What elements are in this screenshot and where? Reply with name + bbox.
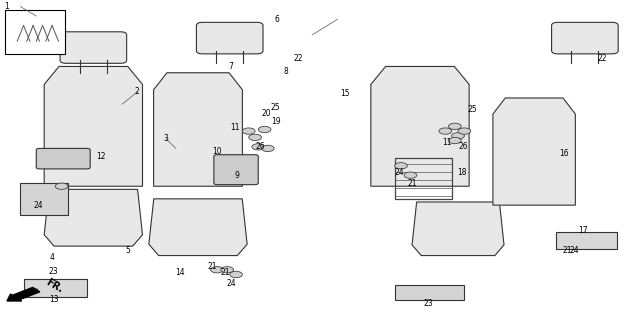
Circle shape xyxy=(394,163,407,169)
Circle shape xyxy=(439,128,452,134)
Text: 9: 9 xyxy=(234,171,240,180)
FancyBboxPatch shape xyxy=(214,155,258,185)
Bar xyxy=(4,10,65,54)
Circle shape xyxy=(261,145,274,152)
Circle shape xyxy=(252,144,264,150)
PathPatch shape xyxy=(412,202,504,256)
PathPatch shape xyxy=(44,189,143,246)
Text: 14: 14 xyxy=(175,268,185,277)
Bar xyxy=(20,183,68,215)
Text: 23: 23 xyxy=(423,299,433,308)
Text: 11: 11 xyxy=(442,138,452,147)
Circle shape xyxy=(55,183,68,189)
Circle shape xyxy=(248,134,261,140)
Text: 18: 18 xyxy=(457,168,466,177)
Circle shape xyxy=(211,267,224,273)
Text: 25: 25 xyxy=(468,105,477,114)
Text: 1: 1 xyxy=(4,2,10,11)
Text: 4: 4 xyxy=(50,253,55,262)
Circle shape xyxy=(448,137,461,144)
PathPatch shape xyxy=(44,67,143,186)
Circle shape xyxy=(448,123,461,130)
Text: 21: 21 xyxy=(407,179,417,188)
Bar xyxy=(394,158,452,199)
Circle shape xyxy=(258,126,271,133)
Circle shape xyxy=(243,128,255,134)
Text: 2: 2 xyxy=(134,87,140,96)
Text: 22: 22 xyxy=(598,54,607,63)
Text: 5: 5 xyxy=(125,246,130,255)
Circle shape xyxy=(458,128,471,134)
Text: 20: 20 xyxy=(261,109,271,118)
Text: 25: 25 xyxy=(271,103,280,112)
Text: 17: 17 xyxy=(578,226,588,235)
Text: FR.: FR. xyxy=(45,277,65,294)
Text: 24: 24 xyxy=(569,246,578,255)
PathPatch shape xyxy=(149,199,247,256)
Text: 24: 24 xyxy=(227,279,236,288)
Circle shape xyxy=(230,271,243,278)
Text: 23: 23 xyxy=(48,268,58,276)
Text: 21: 21 xyxy=(208,262,217,271)
Text: 6: 6 xyxy=(274,15,279,24)
Text: 19: 19 xyxy=(271,117,280,126)
PathPatch shape xyxy=(154,73,243,186)
PathPatch shape xyxy=(493,98,575,205)
FancyBboxPatch shape xyxy=(552,22,618,54)
Text: 13: 13 xyxy=(49,295,59,304)
Text: 26: 26 xyxy=(255,142,265,151)
Bar xyxy=(24,279,87,297)
Circle shape xyxy=(452,133,464,139)
Text: 10: 10 xyxy=(213,147,222,156)
Text: 22: 22 xyxy=(293,54,303,63)
Text: 12: 12 xyxy=(97,152,106,161)
Text: 15: 15 xyxy=(341,89,350,98)
FancyArrow shape xyxy=(7,287,39,301)
Circle shape xyxy=(404,172,417,178)
Bar xyxy=(394,284,464,300)
Bar xyxy=(556,232,617,249)
Text: 21: 21 xyxy=(220,268,230,277)
Text: 24: 24 xyxy=(394,168,404,177)
Text: 3: 3 xyxy=(163,134,168,143)
FancyBboxPatch shape xyxy=(60,32,127,63)
Text: 24: 24 xyxy=(33,201,43,210)
Circle shape xyxy=(221,267,234,273)
Text: 16: 16 xyxy=(559,148,569,158)
FancyBboxPatch shape xyxy=(36,148,90,169)
Text: 26: 26 xyxy=(458,142,468,151)
Text: 11: 11 xyxy=(230,124,240,132)
Text: 7: 7 xyxy=(228,62,233,71)
Text: 21: 21 xyxy=(562,246,572,255)
FancyBboxPatch shape xyxy=(196,22,263,54)
Text: 8: 8 xyxy=(283,67,289,76)
PathPatch shape xyxy=(371,67,469,186)
